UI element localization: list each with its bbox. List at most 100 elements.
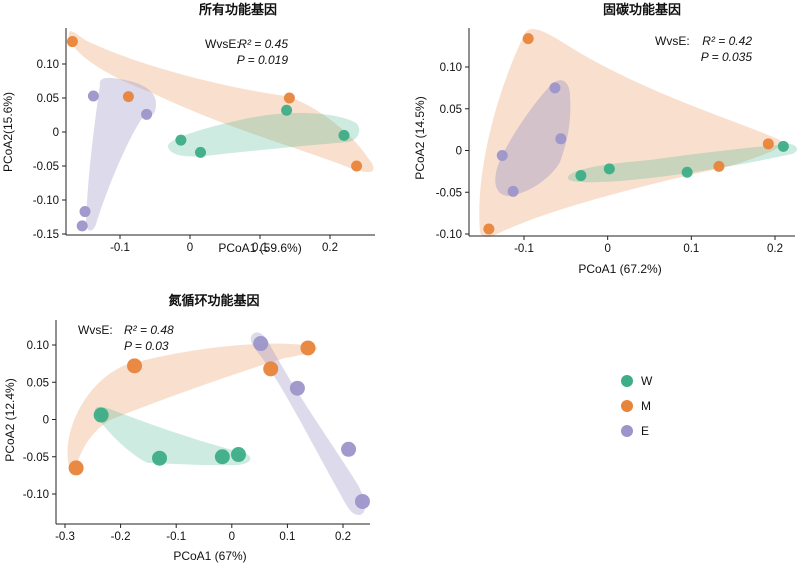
panel-nitrogen-cycle-genes: 氮循环功能基因 -0.3 -0.2 -0.1 0 0.1 0.2 0.10 0.05 0 -0.0… xyxy=(3,293,370,563)
stats-r2: R² = 0.45 xyxy=(238,37,288,51)
legend: W M E xyxy=(621,374,653,438)
data-point-m xyxy=(762,138,774,150)
hull-w xyxy=(94,406,251,466)
y-tick-label: -0.05 xyxy=(33,161,59,173)
data-point-e xyxy=(79,206,91,218)
data-point-e xyxy=(87,90,99,102)
data-point-m xyxy=(483,223,495,235)
data-point-m xyxy=(122,91,134,103)
legend-label-w: W xyxy=(641,374,653,388)
data-point-e xyxy=(496,150,508,162)
x-axis-label: PCoA1 (59.6%) xyxy=(218,241,301,255)
data-point-e xyxy=(507,185,519,197)
panel-title: 氮循环功能基因 xyxy=(168,293,259,308)
data-point-e xyxy=(341,441,357,457)
y-tick-label: 0.10 xyxy=(37,59,59,71)
data-point-w xyxy=(152,450,168,466)
group-hulls xyxy=(67,332,366,516)
y-tick-label: -0.05 xyxy=(23,452,49,464)
y-tick-label: 0.10 xyxy=(440,62,462,74)
data-point-w xyxy=(338,129,350,141)
x-tick-label: 0 xyxy=(187,242,193,254)
x-tick-label: -0.2 xyxy=(111,531,131,543)
data-point-w xyxy=(175,134,187,146)
data-point-w xyxy=(195,146,206,158)
data-point-e xyxy=(141,108,153,120)
stats-p: P = 0.035 xyxy=(701,50,753,64)
data-point-w xyxy=(281,104,293,116)
panel-title: 所有功能基因 xyxy=(199,2,277,17)
legend-item-w: W xyxy=(621,374,653,388)
panel-carbon-fixation-genes: 固碳功能基因 -0.1 0 0.1 0.20.100.050-0.05-0.10 Wv… xyxy=(413,2,797,276)
hull-m xyxy=(479,29,782,237)
data-point-e xyxy=(354,493,370,509)
y-axis-label: PCoA2(15.6%) xyxy=(1,92,15,172)
legend-marker-w xyxy=(621,375,633,387)
hull-e xyxy=(495,80,571,196)
y-axis-label: PCoA2 (14.5%) xyxy=(413,96,427,179)
y-tick-label: -0.10 xyxy=(23,489,49,501)
data-point-m xyxy=(522,33,534,45)
stats-comparison: WvsE: xyxy=(655,34,690,48)
x-tick-label: -0.1 xyxy=(514,243,534,255)
hull-e xyxy=(86,77,156,231)
y-tick-label: -0.10 xyxy=(436,229,462,241)
y-tick-label: 0.05 xyxy=(27,377,49,389)
legend-marker-e xyxy=(621,425,633,437)
y-tick-label: -0.10 xyxy=(33,195,59,207)
y-tick-label: 0.05 xyxy=(440,104,462,116)
legend-item-e: E xyxy=(621,424,649,438)
data-point-e xyxy=(289,380,305,396)
data-point-w xyxy=(681,166,693,178)
legend-item-m: M xyxy=(621,399,651,413)
stats-p: P = 0.03 xyxy=(124,339,169,353)
y-tick-label: -0.15 xyxy=(33,229,59,241)
x-tick-label: 0.1 xyxy=(683,243,699,255)
legend-label-e: E xyxy=(641,424,649,438)
x-tick-label: 0.2 xyxy=(767,243,783,255)
data-point-m xyxy=(300,340,316,356)
data-point-e xyxy=(76,220,88,232)
data-point-w xyxy=(603,163,615,175)
stats-annotation: WvsE: R² = 0.45 P = 0.019 xyxy=(205,37,288,67)
x-tick-label: 0 xyxy=(604,243,610,255)
x-tick-label: -0.1 xyxy=(110,242,130,254)
data-point-m xyxy=(127,358,142,374)
x-tick-label: 0.1 xyxy=(279,531,295,543)
data-point-w xyxy=(575,170,587,182)
stats-r2: R² = 0.42 xyxy=(702,34,752,48)
legend-marker-m xyxy=(621,400,633,412)
data-point-m xyxy=(68,460,84,476)
data-point-m xyxy=(283,92,295,104)
stats-p: P = 0.019 xyxy=(237,53,289,67)
data-point-w xyxy=(777,140,789,152)
data-point-m xyxy=(263,361,279,377)
data-point-m xyxy=(713,160,725,172)
y-tick-label: 0 xyxy=(53,127,59,139)
x-tick-label: 0.1 xyxy=(252,242,268,254)
x-tick-label: 0.2 xyxy=(322,242,338,254)
data-point-w xyxy=(93,407,109,423)
stats-r2: R² = 0.48 xyxy=(124,323,174,337)
group-hulls xyxy=(68,31,374,231)
data-point-e xyxy=(253,336,269,352)
x-tick-label: -0.3 xyxy=(55,531,75,543)
stats-annotation: WvsE: R² = 0.48 P = 0.03 xyxy=(78,323,174,353)
y-axis-label: PCoA2 (12.4%) xyxy=(3,378,17,461)
x-tick-label: 0.2 xyxy=(335,531,351,543)
y-tick-label: 0.10 xyxy=(27,340,49,352)
data-point-m xyxy=(66,36,78,48)
hull-m xyxy=(67,343,317,470)
y-tick-label: 0 xyxy=(43,415,49,427)
data-point-w xyxy=(230,447,246,463)
group-hulls xyxy=(479,29,797,237)
data-point-w xyxy=(214,449,230,465)
panel-title: 固碳功能基因 xyxy=(603,2,681,17)
x-axis-label: PCoA1 (67.2%) xyxy=(578,262,661,276)
hull-w xyxy=(167,112,360,157)
stats-comparison: WvsE: xyxy=(205,37,240,51)
y-tick-label: 0.05 xyxy=(37,93,59,105)
data-point-m xyxy=(351,160,363,172)
x-axis-label: PCoA1 (67%) xyxy=(173,549,246,563)
